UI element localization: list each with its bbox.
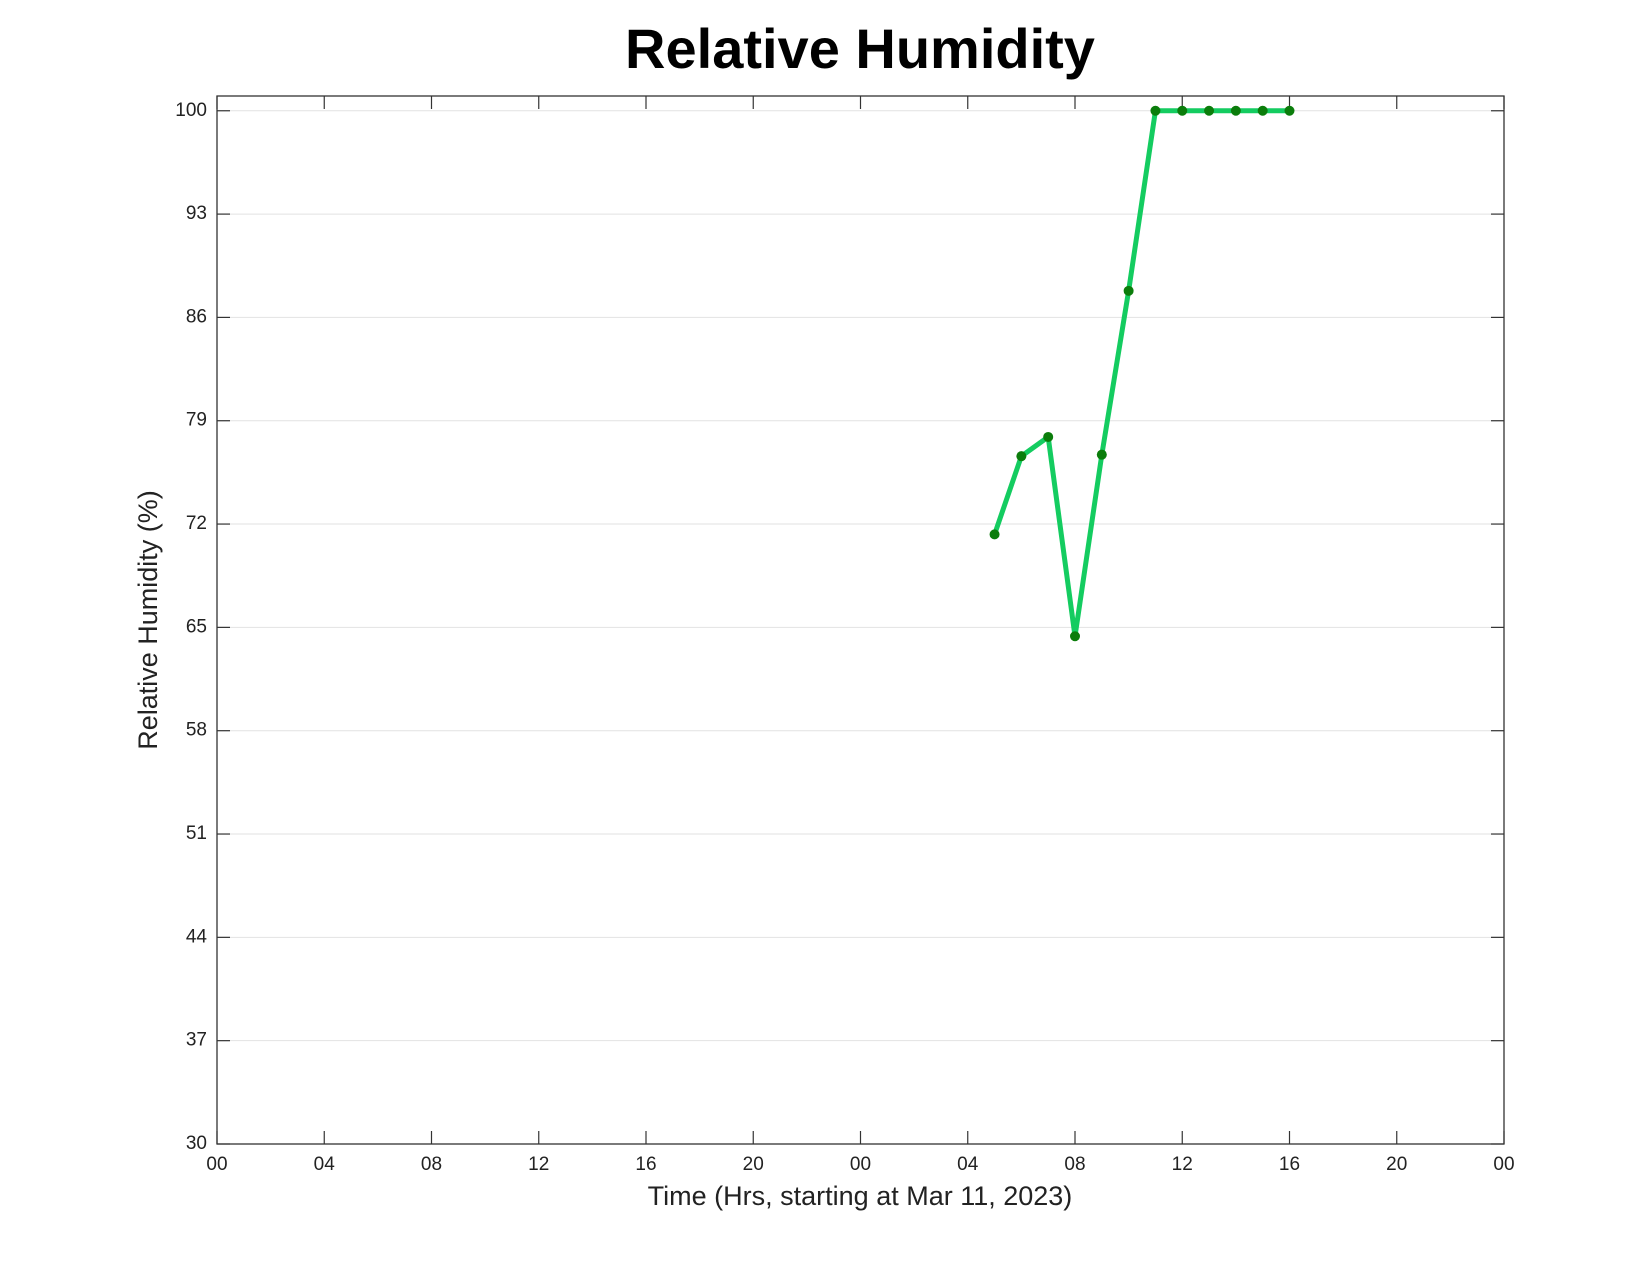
- x-tick-label: 00: [1493, 1154, 1514, 1175]
- data-point: [1257, 105, 1268, 116]
- data-point: [989, 529, 1000, 540]
- x-tick-label: 12: [1172, 1154, 1193, 1175]
- x-tick-label: 04: [957, 1154, 979, 1175]
- x-tick-label: 00: [850, 1154, 871, 1175]
- plot-frame: [216, 95, 1505, 1145]
- x-tick-label: 12: [528, 1154, 549, 1175]
- y-tick-label: 37: [186, 1030, 207, 1051]
- y-tick-label: 86: [186, 306, 207, 327]
- x-tick-label: 00: [206, 1154, 227, 1175]
- data-point: [1043, 431, 1054, 442]
- data-point: [1204, 105, 1215, 116]
- x-tick-label: 04: [314, 1154, 336, 1175]
- y-tick-label: 93: [186, 203, 207, 224]
- data-line: [992, 108, 1290, 639]
- y-tick-label: 44: [186, 926, 208, 947]
- y-tick-label: 65: [186, 616, 207, 637]
- y-tick-label: 58: [186, 720, 207, 741]
- chart-title: Relative Humidity: [625, 17, 1095, 80]
- y-tick-label: 100: [175, 100, 207, 121]
- y-tick-label: 30: [186, 1133, 207, 1154]
- data-point: [1150, 105, 1161, 116]
- x-tick-label: 20: [743, 1154, 764, 1175]
- x-tick-label: 08: [1064, 1154, 1085, 1175]
- x-tick-label: 16: [635, 1154, 656, 1175]
- x-tick-label: 16: [1279, 1154, 1300, 1175]
- y-tick-label: 72: [186, 513, 207, 534]
- data-point: [1070, 631, 1080, 642]
- x-tick-label: 20: [1386, 1154, 1407, 1175]
- y-axis-label: Relative Humidity (%): [133, 490, 163, 750]
- data-point: [1230, 105, 1241, 116]
- x-axis-label: Time (Hrs, starting at Mar 11, 2023): [648, 1181, 1073, 1211]
- data-point: [1096, 449, 1107, 460]
- y-tick-label: 79: [186, 410, 207, 431]
- data-point: [1123, 285, 1134, 296]
- data-point: [1016, 451, 1027, 462]
- x-tick-label: 08: [421, 1154, 442, 1175]
- data-point: [1284, 105, 1295, 116]
- y-tick-label: 51: [186, 823, 207, 844]
- data-point: [1177, 105, 1188, 116]
